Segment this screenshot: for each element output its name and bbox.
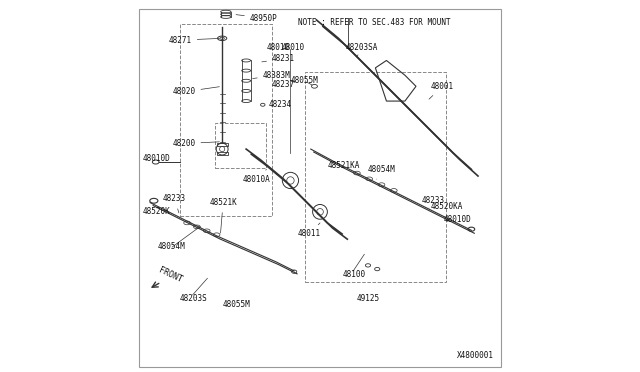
Bar [216,152,228,155]
Text: NOTE : REFER TO SEC.483 FOR MOUNT: NOTE : REFER TO SEC.483 FOR MOUNT [298,18,451,27]
Text: 48237: 48237 [272,80,295,89]
Bar [305,71,445,282]
Text: 48200: 48200 [172,139,220,148]
Text: 48271: 48271 [168,36,220,45]
Text: 48234: 48234 [268,100,291,109]
Text: 48233: 48233 [422,196,445,208]
Text: FRONT: FRONT [157,265,184,284]
Text: 48231: 48231 [262,54,295,63]
Text: 48011: 48011 [298,223,321,238]
Text: 48203S: 48203S [180,294,207,303]
Text: 48521K: 48521K [209,198,237,233]
Text: 48055M: 48055M [222,300,250,309]
Text: 48520K: 48520K [143,207,170,217]
Text: 48054M: 48054M [157,243,186,251]
Text: X4800001: X4800001 [456,350,493,359]
Text: 48054M: 48054M [368,165,396,179]
Text: 48010D: 48010D [143,154,170,163]
Text: 48055M: 48055M [291,76,318,85]
Text: 48203SA: 48203SA [346,43,378,57]
Text: 48010D: 48010D [444,215,472,224]
Text: 48520KA: 48520KA [431,202,463,217]
Text: 48521KA: 48521KA [328,161,360,170]
Text: 48010A: 48010A [243,169,270,184]
Bar [216,143,228,147]
Bar [180,23,272,215]
Text: 48950P: 48950P [236,13,278,22]
Text: 48383M: 48383M [253,71,291,80]
Text: 48233: 48233 [163,195,186,213]
Text: 48100: 48100 [342,270,365,279]
Text: 48001: 48001 [429,82,454,99]
Text: 48010: 48010 [266,43,289,52]
Text: 48010: 48010 [281,43,305,52]
Text: 48020: 48020 [172,87,220,96]
Bar [215,123,266,167]
Text: 49125: 49125 [357,294,380,303]
